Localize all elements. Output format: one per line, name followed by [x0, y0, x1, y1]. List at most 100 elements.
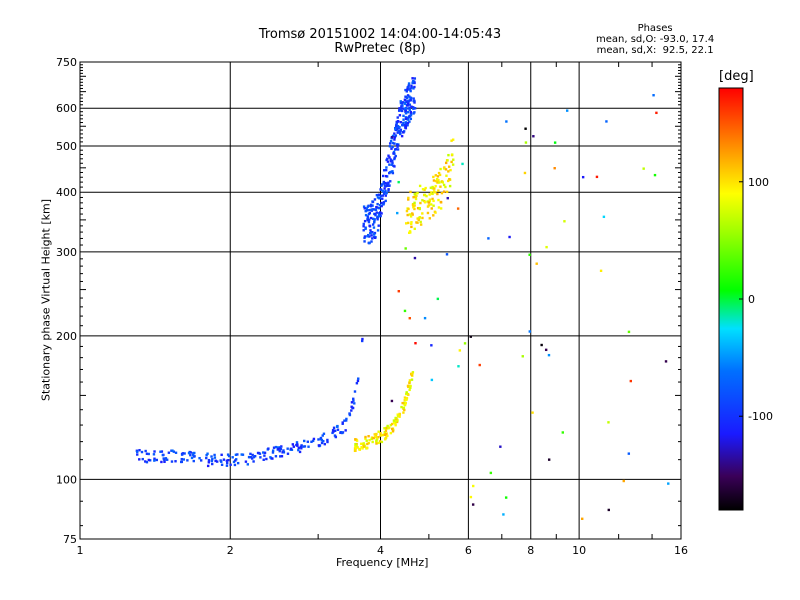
data-point	[331, 429, 335, 432]
data-point	[274, 445, 278, 449]
data-point	[383, 438, 387, 441]
data-point	[398, 126, 401, 129]
data-point	[231, 456, 234, 459]
data-point	[406, 97, 409, 100]
data-point	[375, 432, 378, 436]
data-point	[499, 445, 502, 448]
data-point	[403, 408, 406, 412]
data-point	[394, 147, 398, 151]
data-point	[281, 451, 284, 454]
data-point	[394, 134, 398, 137]
x-tick-label: 4	[377, 544, 384, 557]
data-point	[406, 100, 409, 103]
data-point	[406, 124, 409, 127]
data-point	[421, 216, 424, 220]
data-point	[234, 458, 238, 461]
data-point	[423, 316, 427, 320]
data-point	[402, 121, 405, 125]
data-point	[263, 451, 267, 454]
data-point	[385, 426, 388, 430]
plot-frame	[79, 61, 682, 540]
data-point	[355, 444, 358, 447]
data-point	[627, 452, 631, 455]
data-point	[406, 104, 409, 107]
data-point	[401, 123, 404, 127]
data-point	[372, 436, 375, 440]
data-point	[160, 460, 163, 464]
data-point	[363, 219, 367, 223]
data-point	[553, 141, 557, 144]
data-point	[605, 120, 608, 123]
data-point	[410, 222, 413, 226]
data-point	[408, 381, 411, 385]
data-point	[400, 109, 404, 113]
data-point	[372, 208, 375, 211]
data-point	[145, 452, 149, 455]
data-point	[411, 371, 415, 374]
data-point	[404, 121, 408, 124]
data-point	[430, 203, 433, 206]
data-point	[389, 180, 392, 183]
data-point	[391, 170, 394, 173]
data-point	[391, 161, 394, 165]
data-point	[407, 207, 410, 211]
data-point	[364, 209, 367, 213]
data-point	[319, 436, 323, 440]
data-point	[395, 420, 399, 424]
data-point	[362, 225, 365, 228]
data-point	[373, 220, 376, 223]
data-point	[395, 123, 398, 127]
data-point	[393, 132, 396, 135]
data-point	[394, 416, 397, 420]
data-point	[413, 201, 416, 205]
data-point	[410, 86, 413, 89]
data-point	[296, 443, 299, 446]
data-point	[390, 399, 394, 403]
data-point	[225, 461, 229, 465]
data-point	[382, 180, 386, 184]
data-point	[144, 449, 147, 453]
data-point	[379, 188, 382, 191]
data-point	[341, 421, 344, 424]
data-point	[267, 447, 270, 450]
data-point	[653, 173, 657, 177]
data-point	[174, 460, 177, 463]
data-point	[389, 158, 392, 161]
data-point	[409, 190, 412, 194]
data-point	[269, 456, 272, 459]
data-point	[227, 454, 231, 458]
data-point	[404, 122, 408, 126]
data-point	[207, 458, 211, 462]
data-point	[367, 441, 370, 445]
data-point	[524, 127, 527, 130]
data-point	[398, 114, 402, 117]
data-point	[144, 460, 147, 463]
data-point	[432, 214, 435, 217]
data-point	[430, 378, 434, 382]
data-point	[430, 207, 433, 210]
data-point	[469, 495, 473, 499]
data-point	[300, 444, 303, 447]
data-point	[416, 217, 419, 220]
data-point	[540, 343, 543, 347]
data-point	[161, 453, 165, 457]
data-point	[252, 455, 256, 459]
data-point	[317, 438, 320, 441]
data-point	[425, 194, 428, 198]
data-point	[531, 411, 534, 414]
data-point	[415, 194, 418, 198]
data-point	[502, 513, 505, 516]
data-point	[409, 99, 412, 102]
data-point	[354, 438, 357, 441]
data-point	[348, 413, 352, 417]
data-point	[344, 419, 348, 422]
data-point	[370, 234, 373, 237]
data-point	[414, 342, 417, 345]
data-point	[244, 460, 248, 463]
data-point	[439, 185, 442, 188]
data-point	[667, 482, 670, 485]
data-point	[396, 120, 399, 123]
data-point	[192, 459, 195, 463]
data-point	[438, 173, 442, 177]
data-point	[423, 201, 427, 204]
